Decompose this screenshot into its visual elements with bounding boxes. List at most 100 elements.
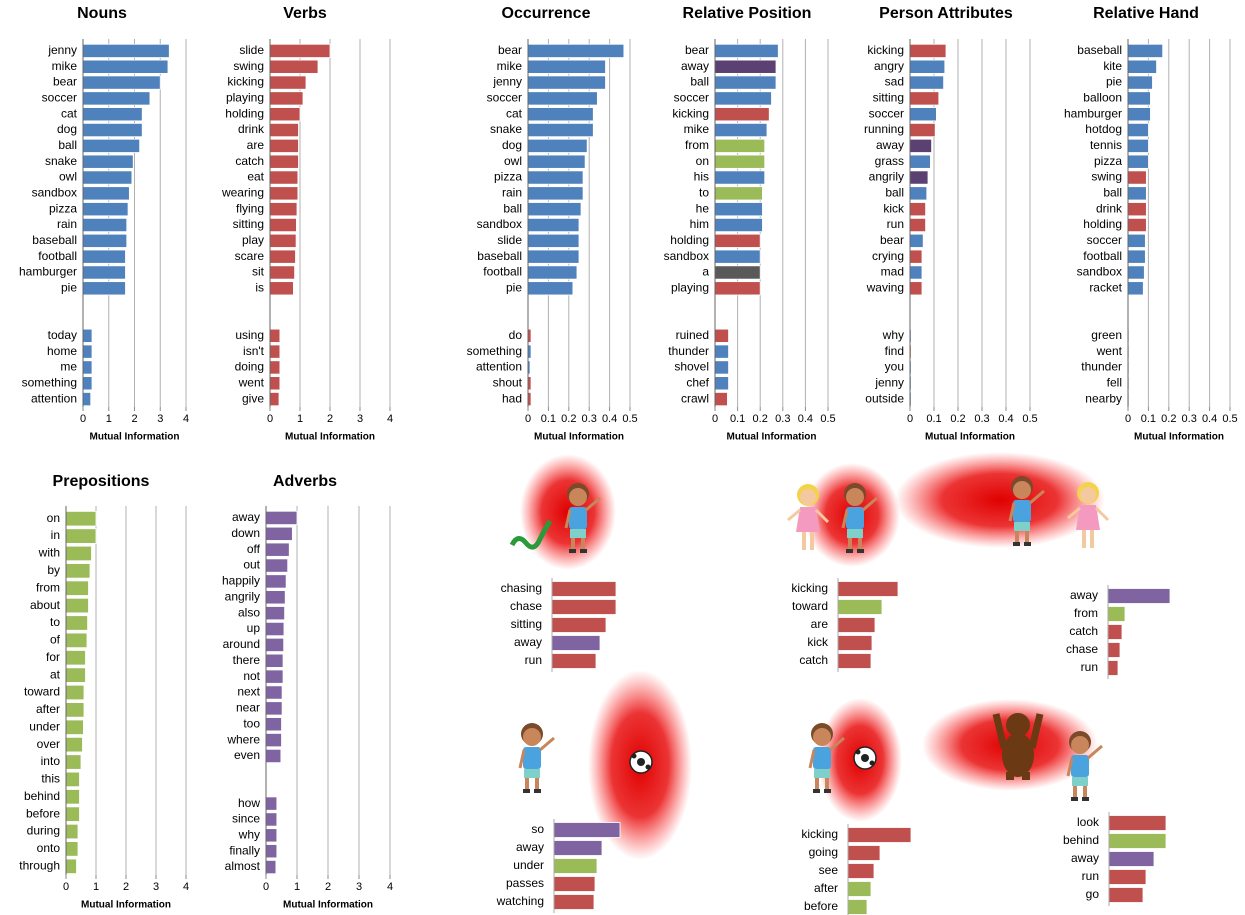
category-label: bear <box>53 75 77 89</box>
category-label: sitting <box>873 91 904 105</box>
x-tick-label: 0.4 <box>1202 413 1217 425</box>
x-tick-label: 1 <box>294 881 300 893</box>
bar <box>65 597 89 614</box>
bar <box>265 717 282 732</box>
bar <box>847 881 872 897</box>
category-label: are <box>247 138 265 152</box>
bar <box>1127 138 1149 153</box>
x-tick-label: 4 <box>387 881 393 893</box>
bar <box>265 653 284 668</box>
x-tick-label: 0 <box>80 413 86 425</box>
bar <box>714 75 777 90</box>
bar <box>714 154 766 169</box>
bar <box>269 59 319 74</box>
category-label: ball <box>58 138 77 152</box>
x-tick-label: 0.5 <box>820 413 835 425</box>
bar <box>65 545 92 562</box>
category-label: look <box>1077 815 1100 829</box>
bar <box>265 812 278 827</box>
bar <box>82 217 128 233</box>
bar <box>909 186 928 201</box>
bar <box>269 202 298 217</box>
bar <box>265 828 278 843</box>
bar <box>909 170 929 185</box>
category-label: down <box>231 526 260 540</box>
category-label: owl <box>59 170 77 184</box>
bar <box>65 580 89 596</box>
category-label: soccer <box>42 91 77 105</box>
category-label: pie <box>506 280 522 294</box>
bar <box>1107 606 1126 622</box>
x-tick-label: 0.2 <box>561 413 576 425</box>
bar <box>265 844 278 859</box>
x-tick-label: 4 <box>183 413 189 425</box>
bar <box>909 249 923 264</box>
x-tick-label: 0.4 <box>998 413 1013 425</box>
bar <box>265 860 277 875</box>
category-label: hotdog <box>1085 122 1122 136</box>
x-tick-label: 0 <box>712 413 718 425</box>
bar <box>65 510 97 527</box>
bar <box>1108 887 1144 903</box>
category-label: at <box>50 667 61 681</box>
bar <box>714 122 768 138</box>
bar <box>1108 815 1167 831</box>
bar <box>269 328 281 343</box>
chart-title: Nouns <box>77 5 127 22</box>
bar <box>714 107 770 122</box>
category-label: into <box>41 754 61 768</box>
x-axis-label: Mutual Information <box>727 432 817 443</box>
bar <box>269 154 299 169</box>
bar <box>82 186 130 201</box>
bar <box>265 510 298 525</box>
category-label: grass <box>875 154 904 168</box>
category-label: ball <box>1103 186 1122 200</box>
bar <box>714 202 763 217</box>
category-label: ball <box>690 75 709 89</box>
bar <box>82 170 133 185</box>
category-label: catch <box>1069 624 1098 638</box>
x-tick-label: 0.3 <box>974 413 989 425</box>
category-label: not <box>243 669 260 683</box>
category-label: away <box>232 510 260 524</box>
category-label: sandbox <box>477 217 522 231</box>
x-tick-label: 0.3 <box>1182 413 1197 425</box>
category-label: chef <box>686 375 709 389</box>
category-label: swing <box>233 59 264 73</box>
bar <box>82 154 134 169</box>
category-label: onto <box>37 841 61 855</box>
bar <box>1127 122 1149 138</box>
category-label: on <box>47 511 60 525</box>
bar <box>65 754 82 770</box>
bar <box>82 233 128 248</box>
category-label: angry <box>874 59 904 73</box>
category-label: home <box>47 344 77 358</box>
x-axis-label: Mutual Information <box>285 432 375 443</box>
x-tick-label: 2 <box>327 413 333 425</box>
bar <box>551 617 607 633</box>
category-label: baseball <box>32 233 77 247</box>
x-tick-label: 0.5 <box>1022 413 1037 425</box>
chart-title: Adverbs <box>273 473 337 490</box>
x-tick-label: 0 <box>63 881 69 893</box>
category-label: baseball <box>1077 43 1122 57</box>
category-label: something <box>22 375 77 389</box>
bar <box>909 281 923 296</box>
category-label: kicking <box>672 106 709 120</box>
category-label: under <box>513 858 544 872</box>
category-label: went <box>1096 344 1123 358</box>
bar <box>265 733 282 748</box>
category-label: kicking <box>791 581 828 595</box>
bar <box>1107 660 1119 676</box>
bar <box>553 822 621 838</box>
category-label: away <box>516 840 544 854</box>
bar <box>82 122 143 138</box>
category-label: running <box>864 122 904 136</box>
bar <box>1127 281 1144 296</box>
category-label: hamburger <box>19 265 77 279</box>
bar <box>527 75 606 90</box>
category-label: outside <box>865 391 904 405</box>
bar <box>553 840 603 856</box>
category-label: went <box>238 375 265 389</box>
